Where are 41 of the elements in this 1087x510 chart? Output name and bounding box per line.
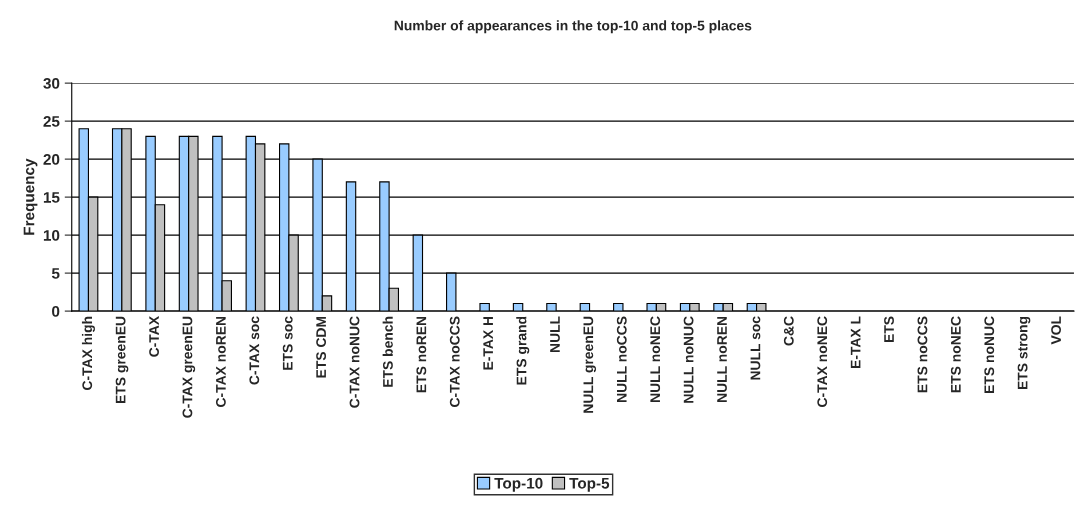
x-tick-label: C-TAX soc	[249, 316, 260, 385]
x-tick-label: NULL noNEC	[650, 316, 661, 402]
x-tick-label: ETS noCCS	[917, 316, 928, 393]
y-tick-label: 10	[43, 229, 60, 241]
x-tick-label: ETS strong	[1017, 316, 1031, 390]
x-tick-label: C-TAX noNEC	[817, 316, 828, 407]
x-tick-label: C-TAX greenEU	[182, 316, 196, 418]
x-tick-label: ETS noNEC	[950, 316, 961, 393]
x-tick-label: ETS greenEU	[115, 316, 129, 404]
x-tick-label: VOL	[1051, 316, 1061, 345]
x-tick-label: E-TAX H	[483, 316, 493, 370]
legend-label: Top-5	[569, 477, 610, 492]
x-tick-label: ETS soc	[282, 316, 293, 370]
x-tick-label: NULL soc	[750, 316, 761, 380]
x-tick-label: NULL greenEU	[583, 316, 597, 413]
x-tick-label: NULL noCCS	[616, 316, 627, 402]
x-tick-label: NULL	[550, 316, 560, 353]
y-tick-label: 20	[43, 153, 60, 165]
x-tick-label: C-TAX high	[81, 316, 95, 390]
y-tick-label: 5	[51, 268, 60, 279]
x-tick-label: ETS	[884, 316, 894, 343]
y-axis-title: Frequency	[23, 158, 38, 235]
x-tick-label: C-TAX noREN	[215, 316, 226, 407]
x-tick-label: ETS CDM	[316, 316, 327, 378]
x-tick-label: NULL noNUC	[683, 316, 694, 403]
y-tick-label: 15	[43, 192, 60, 203]
x-tick-label: E-TAX L	[850, 316, 861, 369]
y-tick-label: 0	[52, 305, 60, 317]
x-tick-label: NULL noREN	[717, 316, 727, 402]
x-tick-label: ETS noNUC	[984, 316, 995, 393]
x-tick-label: ETS noREN	[416, 316, 427, 393]
x-tick-label: ETS bench	[382, 316, 393, 387]
x-tick-label: C-TAX noCCS	[449, 316, 460, 407]
legend-label: Top-10	[494, 477, 543, 492]
chart-title: Number of appearances in the top-10 and top-5 places	[394, 20, 752, 34]
x-tick-label: C-TAX noNUC	[349, 316, 360, 408]
y-tick-label: 30	[43, 78, 60, 89]
x-tick-label: ETS grand	[516, 316, 530, 385]
x-tick-label: C&C	[783, 316, 794, 346]
x-tick-label: C-TAX	[149, 316, 159, 357]
y-tick-label: 25	[43, 115, 60, 127]
